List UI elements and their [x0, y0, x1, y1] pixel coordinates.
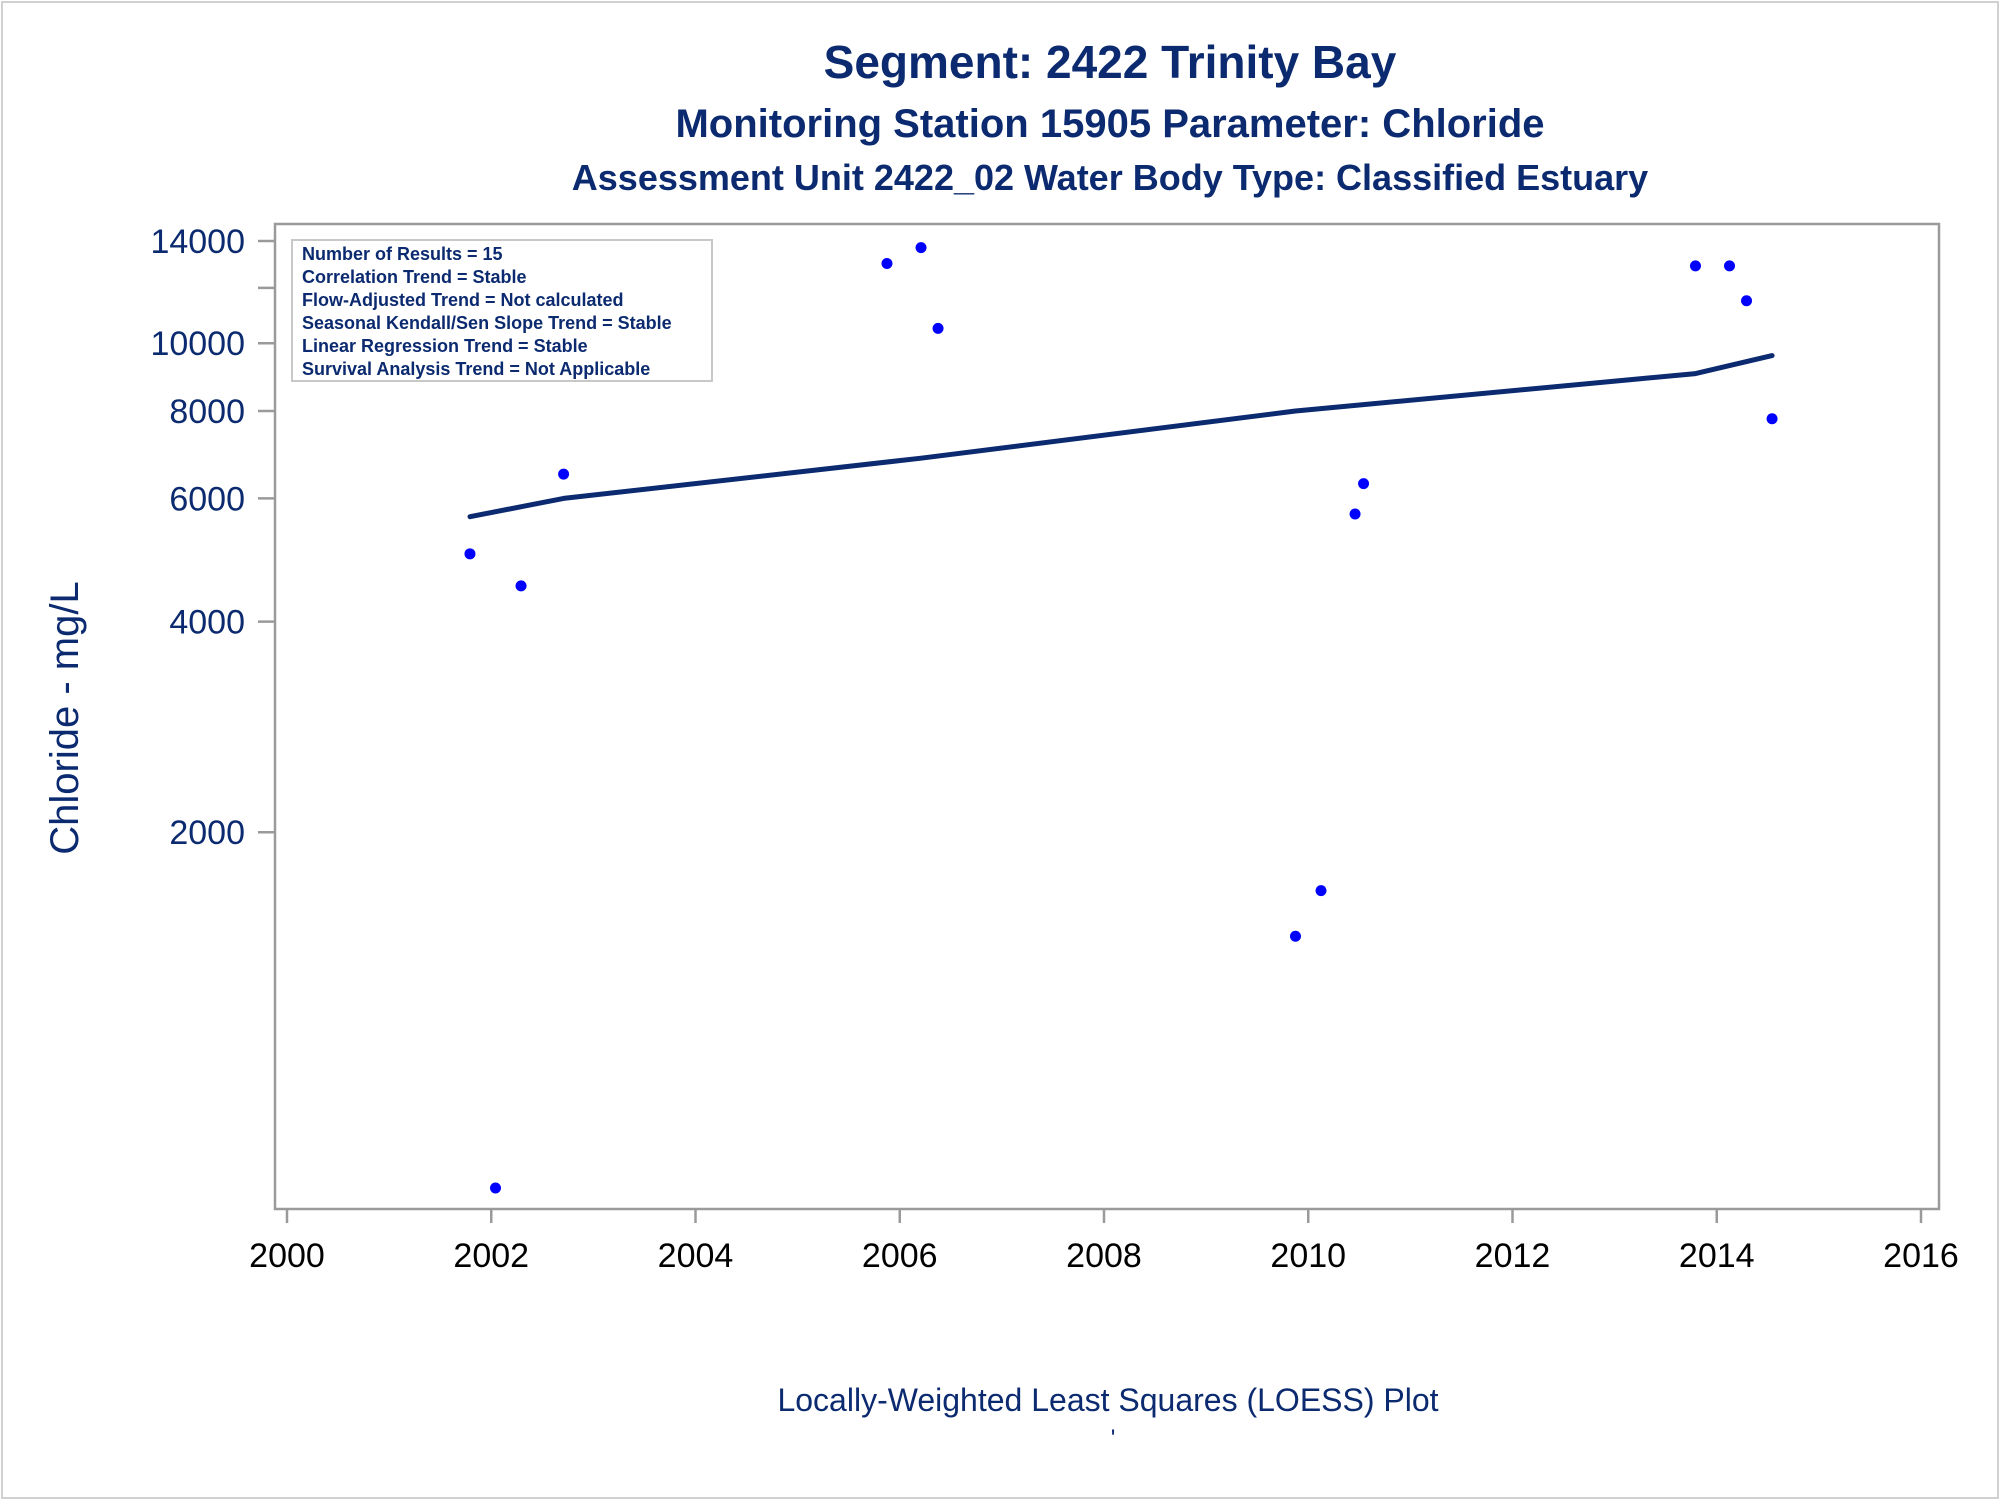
data-point	[881, 258, 893, 270]
x-tick-label: 2000	[249, 1237, 325, 1275]
data-point	[915, 242, 927, 254]
x-tick-label: 2006	[862, 1237, 938, 1275]
plot-area	[273, 222, 1941, 1211]
chart-subtitle: Monitoring Station 15905 Parameter: Chlo…	[675, 102, 1544, 146]
scatter-points	[464, 242, 1778, 1194]
y-axis: 2000 4000 6000 8000 10000 14000	[150, 223, 275, 852]
x-axis-label: Locally-Weighted Least Squares (LOESS) P…	[777, 1382, 1438, 1418]
x-tick-label: 2010	[1270, 1237, 1346, 1275]
data-point	[558, 468, 570, 480]
y-axis-label: Chloride - mg/L	[43, 581, 87, 854]
data-point	[1349, 508, 1361, 520]
data-point	[1358, 478, 1370, 490]
stats-box-border	[291, 239, 713, 382]
x-tick-label: 2014	[1679, 1237, 1755, 1275]
chart-subtitle-2: Assessment Unit 2422_02 Water Body Type:…	[572, 157, 1648, 198]
data-point	[1289, 930, 1301, 942]
data-point	[1741, 295, 1753, 307]
data-point	[1724, 260, 1736, 272]
y-tick-label: 8000	[169, 393, 245, 431]
data-point	[932, 322, 944, 334]
x-tick-label: 2012	[1475, 1237, 1551, 1275]
x-tick-label: 2016	[1883, 1237, 1959, 1275]
y-tick-label: 4000	[169, 604, 245, 642]
data-point	[464, 548, 476, 560]
data-point	[1689, 260, 1701, 272]
y-tick-label: 10000	[150, 325, 245, 363]
y-tick-label: 14000	[150, 223, 245, 261]
stats-line-flow-adjusted: Flow-Adjusted Trend = Not calculated	[302, 290, 624, 310]
data-point	[515, 580, 527, 592]
stats-line-results: Number of Results = 15	[302, 244, 503, 264]
stats-line-linear-regression: Linear Regression Trend = Stable	[302, 336, 588, 356]
x-axis: 2000 2002 2004 2006 2008 2010 2012 2014 2016	[249, 1209, 1959, 1275]
footnote-mark: '	[1111, 1425, 1116, 1452]
loess-trend-line	[467, 353, 1775, 520]
x-tick-label: 2002	[453, 1237, 529, 1275]
x-tick-label: 2004	[658, 1237, 734, 1275]
chart-title: Segment: 2422 Trinity Bay	[824, 36, 1397, 88]
y-tick-label: 6000	[169, 480, 245, 518]
data-point	[1766, 413, 1778, 425]
stats-box: Number of Results = 15 Correlation Trend…	[291, 239, 713, 382]
stats-line-correlation: Correlation Trend = Stable	[302, 267, 527, 287]
y-tick-label: 2000	[169, 814, 245, 852]
x-tick-label: 2008	[1066, 1237, 1142, 1275]
loess-line	[467, 353, 1775, 520]
data-point	[1315, 885, 1327, 897]
data-point	[490, 1182, 502, 1194]
stats-line-seasonal-kendall: Seasonal Kendall/Sen Slope Trend = Stabl…	[302, 313, 672, 333]
stats-line-survival: Survival Analysis Trend = Not Applicable	[302, 359, 650, 379]
